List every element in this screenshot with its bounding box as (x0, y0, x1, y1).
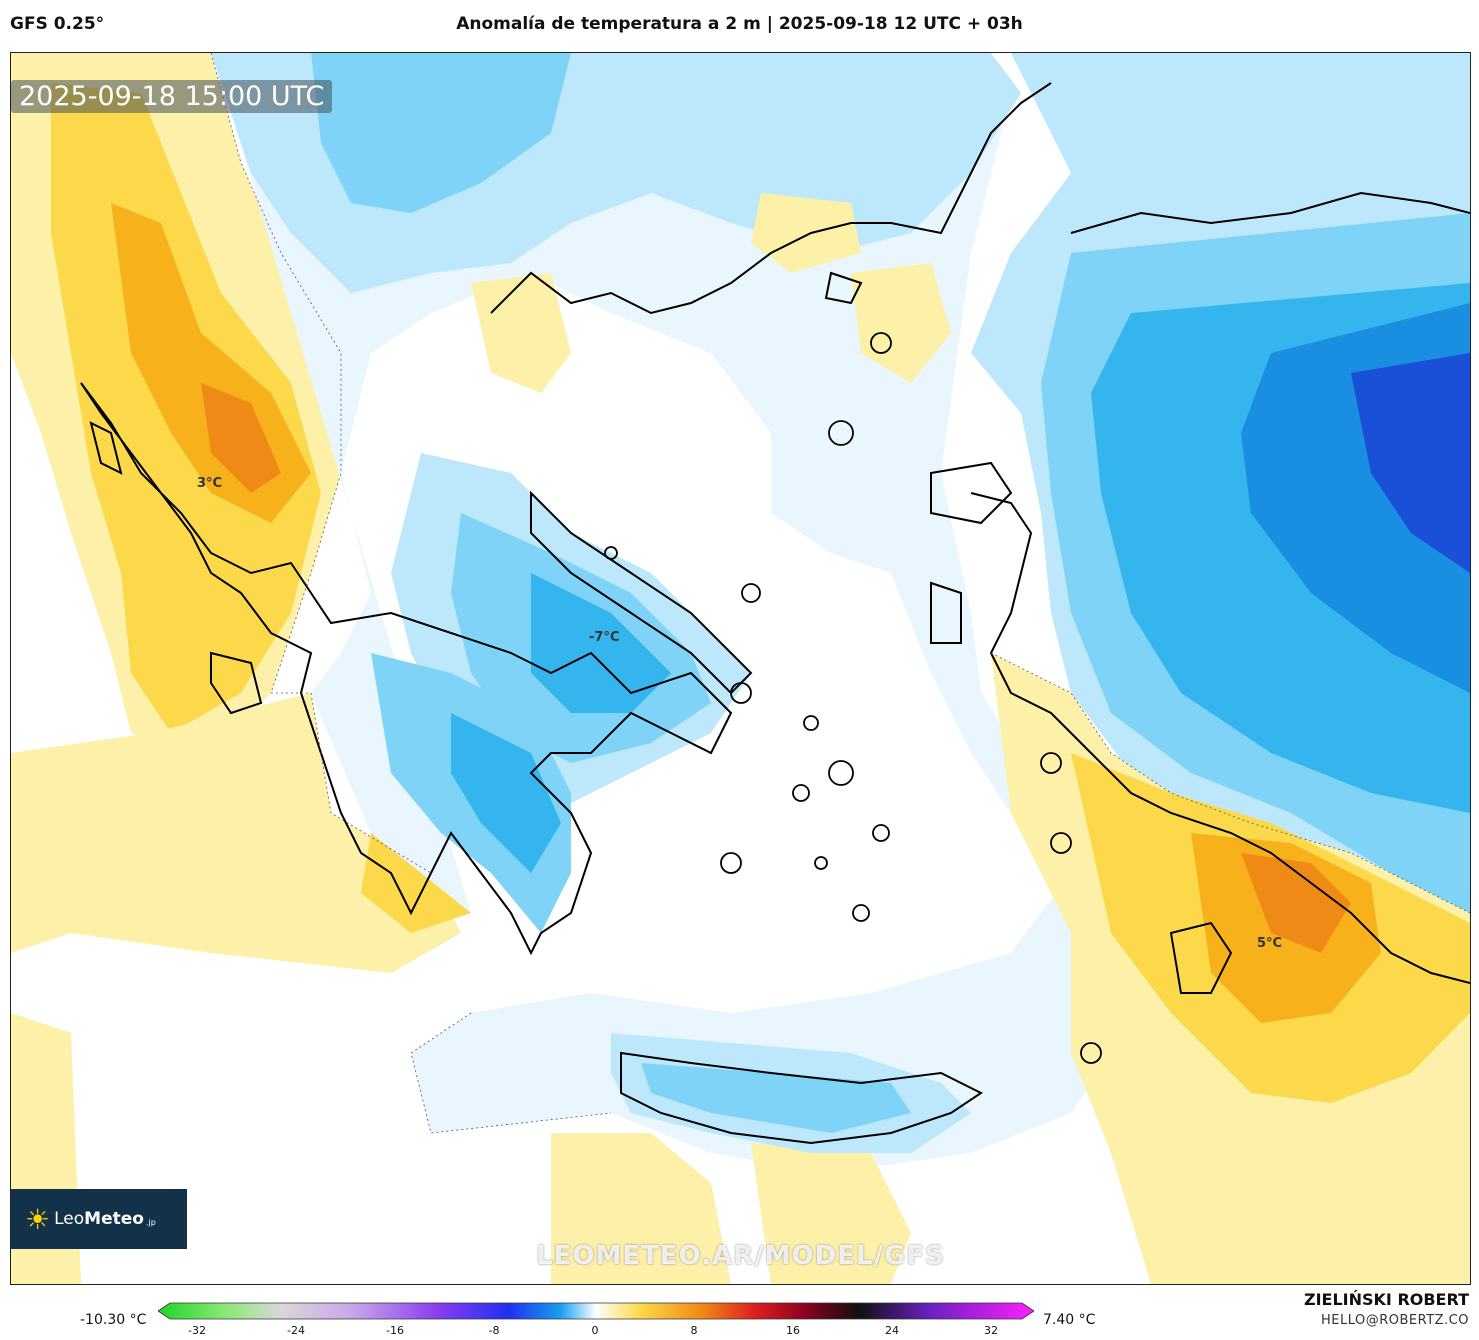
chart-title: Anomalía de temperatura a 2 m | 2025-09-… (456, 14, 1023, 34)
colorbar-bar (158, 1302, 1034, 1320)
island-naxos (828, 760, 854, 786)
island-paros (792, 784, 810, 802)
colorbar (158, 1302, 1034, 1320)
coastline-lesbos (930, 461, 1013, 525)
coastline-anatolia (970, 492, 1470, 984)
leometeo-logo[interactable]: ☀ Leo Meteo .jp (11, 1189, 187, 1249)
coastline-thasos (824, 271, 863, 305)
cool-zone-east-peak (1351, 353, 1470, 573)
warm-zone-north-aegean (851, 263, 951, 383)
coastline-corfu (89, 421, 123, 475)
author-name: ZIELIŃSKI ROBERT (1303, 1290, 1469, 1309)
colorbar-tick: -24 (287, 1324, 305, 1337)
island-samothrace (870, 332, 892, 354)
colorbar-tick: 0 (591, 1324, 599, 1337)
map-panel[interactable]: 2025-09-18 15:00 UTC 3°C -7°C 5°C ☀ Leo M… (10, 52, 1471, 1285)
label-southeast: 5°C (1257, 936, 1283, 951)
colorbar-tick: 32 (984, 1324, 998, 1337)
warm-zone-thessaly (471, 273, 571, 393)
colorbar-tick: 8 (690, 1324, 698, 1337)
island-skyros (741, 583, 761, 603)
warm-zone-south-aegean (551, 1133, 731, 1284)
colorbar-max-label: 7.40 °C (1043, 1312, 1096, 1328)
island-andros (730, 682, 752, 704)
warm-zone-south-aegean-2 (751, 1143, 911, 1284)
colorbar-tick: -8 (488, 1324, 500, 1337)
colorbar-tick: 16 (786, 1324, 800, 1337)
warm-zone-peloponnese-w (361, 833, 471, 933)
site-watermark: LEOMETEO.AR/MODEL/GFS (536, 1241, 945, 1271)
colorbar-tick: -16 (386, 1324, 404, 1337)
label-west: 3°C (197, 476, 223, 491)
coastline-kefalonia (210, 651, 263, 715)
island-lemnos (828, 420, 854, 446)
logo-suffix: .jp (145, 1217, 156, 1227)
logo-brand-light: Leo (54, 1209, 85, 1229)
label-central: -7°C (589, 630, 620, 645)
forecast-timestamp: 2025-09-18 15:00 UTC (11, 80, 333, 113)
warm-zone-southwest (11, 693, 461, 973)
contour-lines (210, 53, 1470, 1134)
cool-zone-central-strong (531, 573, 671, 713)
coastline-mainland (80, 382, 733, 956)
island-amorgos (872, 824, 890, 842)
island-samos (1040, 752, 1062, 774)
island-kos (1050, 832, 1072, 854)
colorbar-min-label: -10.30 °C (80, 1312, 147, 1328)
island-ios (814, 856, 828, 870)
contour-aegean (410, 1012, 612, 1134)
author-email[interactable]: HELLO@ROBERTZ.CO (1320, 1313, 1469, 1328)
warm-zone-dodecanese-peak (1241, 853, 1351, 953)
island-milos (720, 852, 742, 874)
logo-brand-bold: Meteo (84, 1209, 144, 1229)
coastline-chios (930, 581, 962, 644)
colorbar-tick: 24 (885, 1324, 899, 1337)
cool-zone-north-mid (311, 53, 571, 213)
colorbar-tick: -32 (188, 1324, 206, 1337)
sun-icon: ☀ (25, 1202, 51, 1236)
coastline-crete (620, 1051, 983, 1145)
warm-zone-west-peak (201, 383, 281, 493)
coastline-marmara (1070, 191, 1470, 234)
island-mykonos (803, 715, 819, 731)
coastline-rhodes (1169, 921, 1233, 994)
island-skiathos (604, 546, 618, 560)
colorbar-ticks: -32 -24 -16 -8 0 8 16 24 32 (0, 1324, 1479, 1340)
island-santorini (852, 904, 870, 922)
model-label: GFS 0.25° (10, 14, 105, 34)
island-marks (604, 332, 1102, 1064)
cool-zone-peloponnese-strong (451, 713, 561, 873)
island-karpathos (1080, 1042, 1102, 1064)
coastline-northern-greece (490, 82, 1052, 315)
contour-zero-west (210, 53, 432, 874)
warm-zone-chalkidiki (751, 193, 861, 273)
anomaly-map (11, 53, 1470, 1284)
